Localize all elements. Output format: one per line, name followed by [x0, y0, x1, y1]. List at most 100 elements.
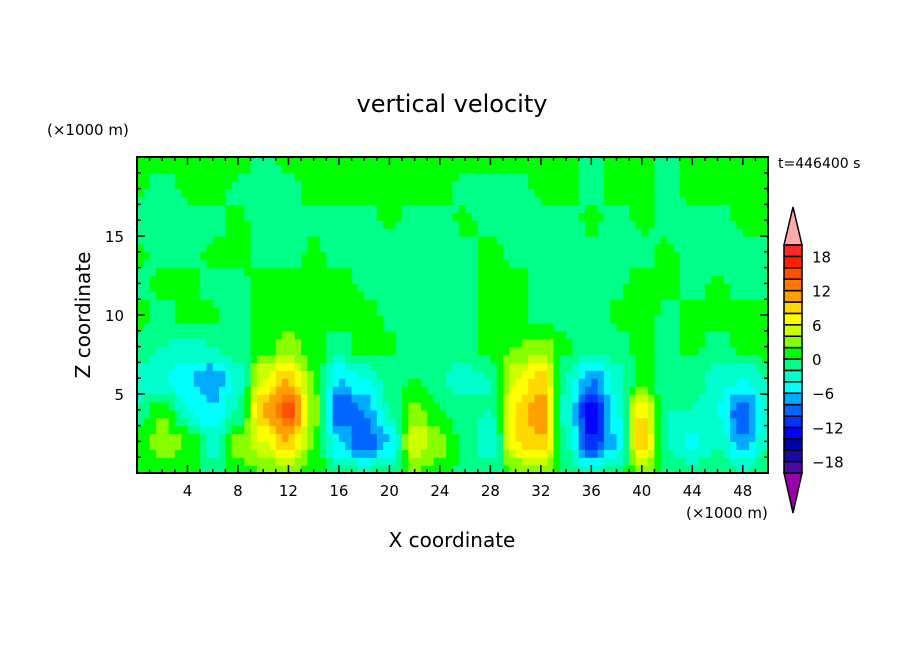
contour-cell	[667, 378, 674, 387]
contour-cell	[572, 307, 580, 316]
contour-cell	[275, 164, 283, 174]
contour-cell	[711, 322, 719, 332]
contour-cell	[149, 370, 157, 379]
contour-cell	[477, 228, 485, 237]
contour-cell	[515, 378, 523, 387]
contour-cell	[174, 378, 182, 387]
contour-cell	[509, 212, 517, 221]
contour-cell	[376, 299, 384, 308]
contour-cell	[193, 236, 201, 245]
contour-cell	[723, 307, 731, 316]
contour-cell	[301, 394, 308, 403]
contour-cell	[288, 441, 296, 450]
contour-cell	[572, 220, 580, 229]
contour-cell	[730, 409, 738, 419]
contour-cell	[301, 204, 308, 213]
contour-cell	[357, 275, 365, 284]
contour-cell	[711, 259, 719, 269]
contour-cell	[206, 338, 214, 348]
contour-cell	[755, 378, 763, 387]
contour-cell	[193, 386, 201, 395]
contour-cell	[521, 330, 529, 340]
contour-cell	[698, 315, 706, 324]
contour-cell	[603, 275, 611, 284]
contour-cell	[635, 283, 643, 292]
contour-cell	[376, 188, 384, 198]
contour-cell	[736, 204, 744, 213]
contour-cell	[742, 409, 750, 419]
contour-cell	[610, 212, 618, 221]
contour-cell	[641, 457, 649, 466]
contour-cell	[471, 425, 479, 435]
contour-cell	[711, 220, 719, 229]
contour-cell	[414, 346, 422, 356]
contour-cell	[414, 449, 422, 458]
contour-cell	[610, 394, 618, 403]
contour-cell	[383, 417, 390, 427]
contour-cell	[736, 228, 744, 237]
contour-cell	[452, 228, 460, 237]
contour-cell	[408, 283, 416, 292]
contour-cell	[433, 283, 441, 292]
contour-cell	[244, 228, 252, 237]
contour-cell	[351, 220, 359, 229]
contour-cell	[301, 180, 308, 190]
contour-cell	[351, 386, 359, 395]
contour-cell	[282, 354, 290, 363]
contour-cell	[376, 370, 384, 379]
contour-cell	[338, 362, 346, 371]
contour-cell	[730, 330, 738, 340]
contour-cell	[477, 449, 485, 458]
contour-cell	[351, 196, 359, 205]
contour-cell	[692, 433, 700, 442]
contour-cell	[282, 283, 290, 292]
contour-cell	[458, 386, 466, 395]
contour-cell	[370, 315, 378, 324]
contour-cell	[528, 465, 536, 474]
colorbar-label: 0	[812, 351, 822, 369]
contour-cell	[591, 386, 599, 395]
contour-cell	[370, 433, 378, 442]
contour-cell	[648, 259, 656, 269]
contour-cell	[225, 425, 233, 435]
contour-cell	[357, 362, 365, 371]
contour-cell	[685, 204, 693, 213]
contour-cell	[484, 236, 491, 245]
contour-cell	[376, 220, 384, 229]
contour-cell	[648, 283, 656, 292]
contour-cell	[585, 259, 592, 269]
contour-cell	[155, 315, 163, 324]
contour-cell	[534, 409, 542, 419]
contour-cell	[484, 457, 491, 466]
contour-cell	[364, 433, 372, 442]
contour-cell	[237, 457, 245, 466]
contour-cell	[458, 251, 466, 261]
contour-cell	[629, 315, 637, 324]
contour-cell	[408, 299, 416, 308]
contour-cell	[263, 172, 271, 182]
contour-cell	[162, 417, 170, 427]
contour-cell	[200, 220, 208, 229]
contour-cell	[622, 251, 630, 261]
contour-cell	[711, 204, 719, 213]
contour-cell	[313, 299, 321, 308]
contour-cell	[490, 212, 498, 221]
contour-cell	[187, 457, 195, 466]
contour-cell	[616, 441, 624, 450]
contour-cell	[723, 330, 731, 340]
contour-cell	[433, 164, 441, 174]
contour-cell	[288, 283, 296, 292]
contour-cell	[219, 164, 226, 174]
contour-cell	[439, 228, 447, 237]
contour-cell	[458, 449, 466, 458]
contour-cell	[288, 204, 296, 213]
contour-cell	[332, 157, 340, 166]
contour-cell	[383, 157, 390, 166]
contour-cell	[742, 299, 750, 308]
contour-cell	[332, 370, 340, 379]
contour-cell	[231, 180, 239, 190]
contour-cell	[155, 188, 163, 198]
contour-cell	[704, 338, 712, 348]
contour-cell	[433, 417, 441, 427]
contour-cell	[679, 220, 687, 229]
